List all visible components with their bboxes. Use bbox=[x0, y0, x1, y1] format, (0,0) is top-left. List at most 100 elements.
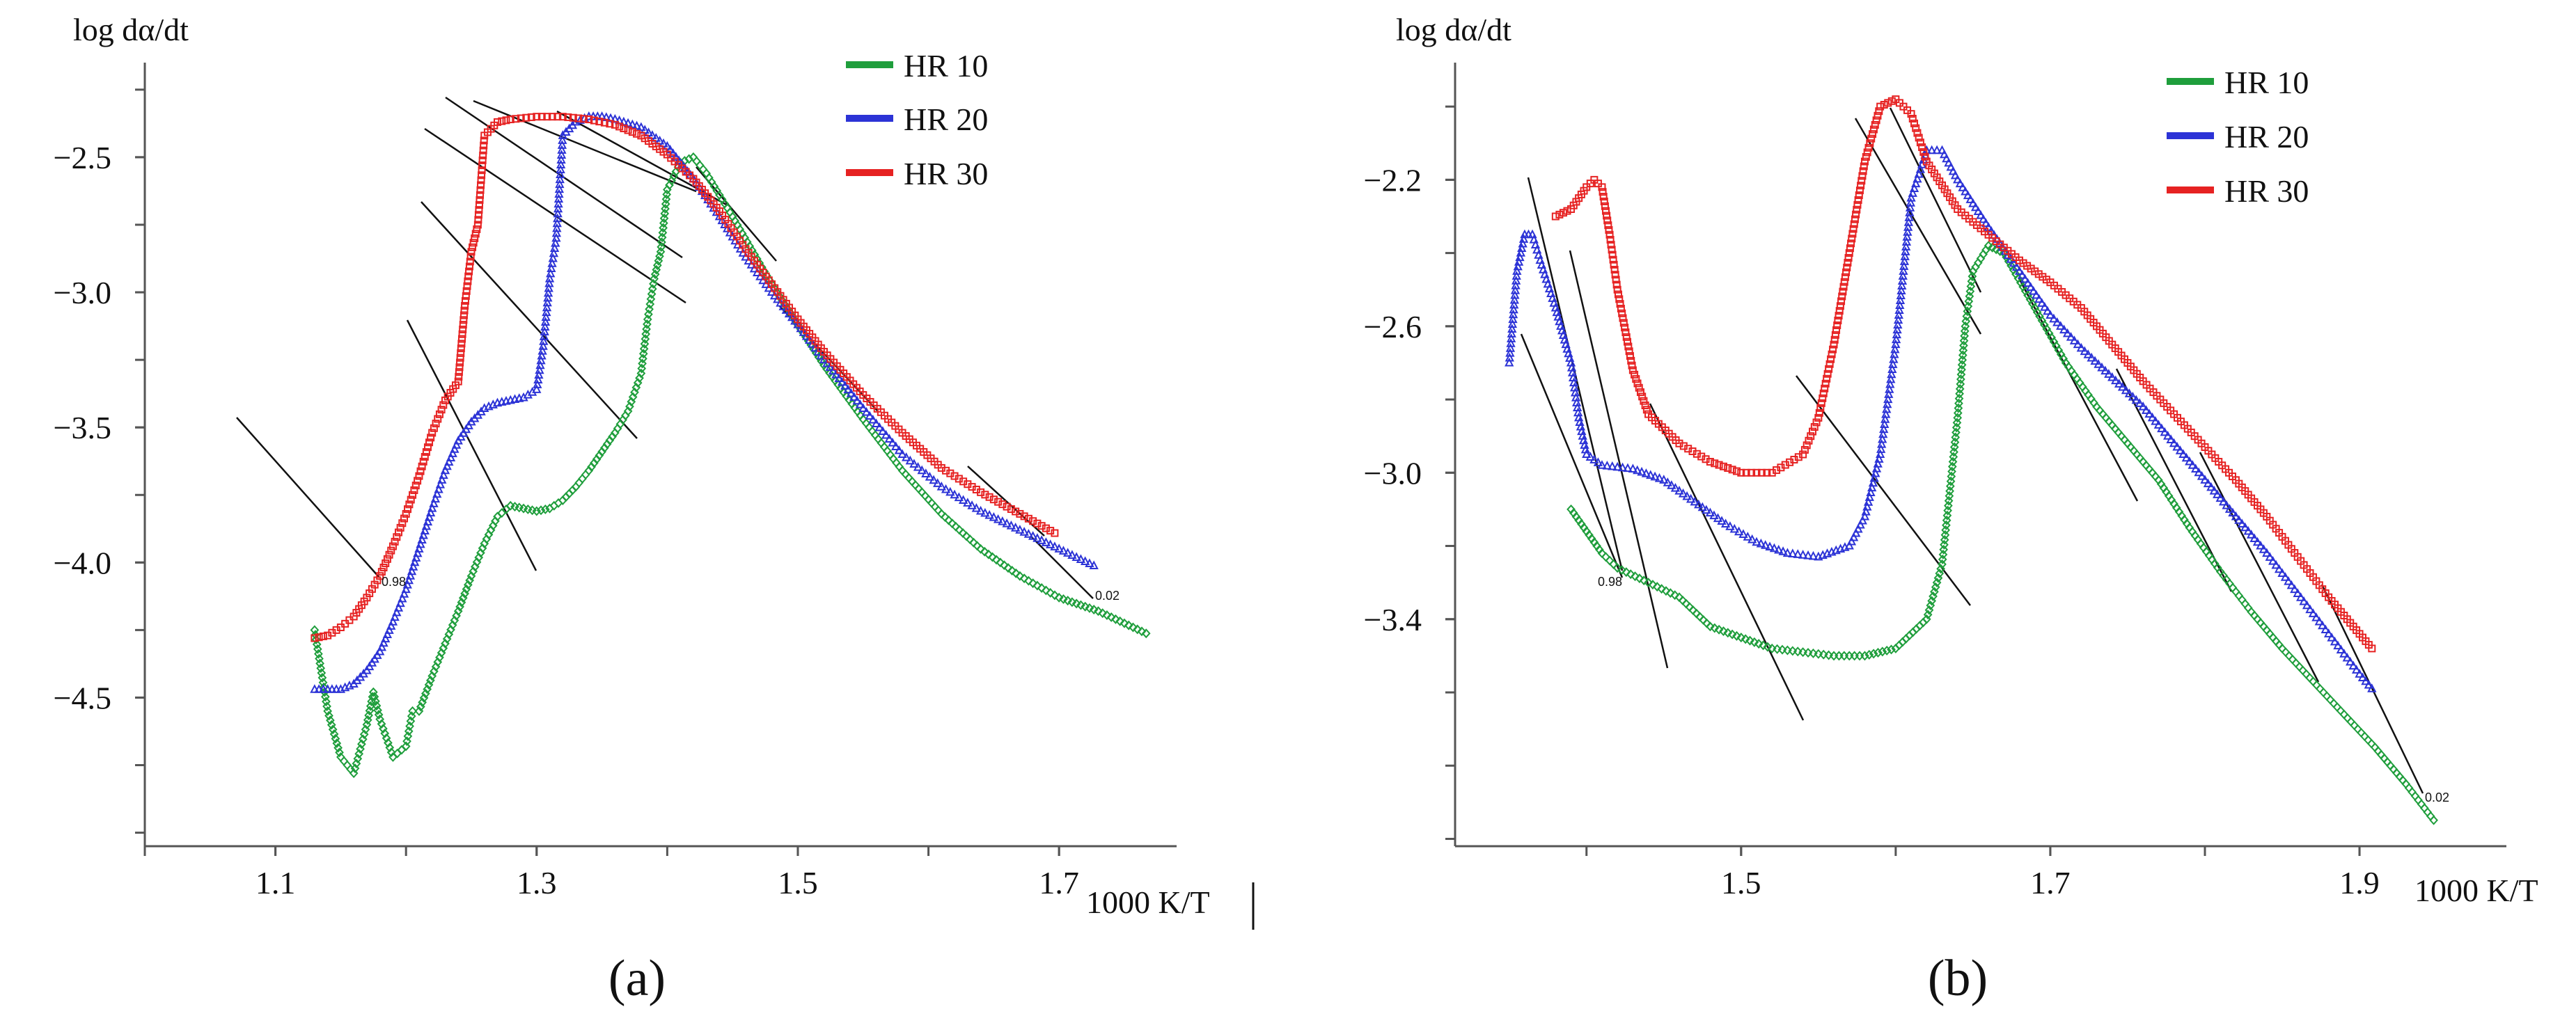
data-point-a-hr30 bbox=[379, 564, 388, 572]
data-point-a-hr30 bbox=[1003, 502, 1011, 511]
data-point-a-hr10 bbox=[1011, 568, 1021, 578]
data-point-b-hr30 bbox=[1628, 366, 1637, 374]
data-point-b-hr30 bbox=[1757, 468, 1766, 477]
data-point-b-hr20 bbox=[1748, 534, 1757, 543]
data-point-a-hr20 bbox=[407, 566, 417, 576]
data-point-a-hr20 bbox=[878, 426, 888, 435]
data-point-b-hr30 bbox=[1640, 397, 1648, 405]
data-point-a-hr20 bbox=[551, 238, 560, 247]
data-point-a-hr20 bbox=[945, 486, 955, 496]
data-point-b-hr20 bbox=[1880, 419, 1890, 428]
data-point-b-hr30 bbox=[1636, 388, 1644, 397]
data-point-b-hr20 bbox=[2135, 398, 2144, 407]
data-point-a-hr30 bbox=[377, 568, 386, 576]
data-point-a-hr10 bbox=[988, 552, 997, 562]
data-point-b-hr20 bbox=[1886, 374, 1896, 383]
data-point-b-hr20 bbox=[2138, 401, 2148, 411]
data-point-a-hr10 bbox=[1094, 606, 1103, 617]
data-point-a-hr30 bbox=[466, 253, 475, 261]
fit-line-b-4 bbox=[1649, 403, 1805, 721]
data-point-a-hr10 bbox=[1059, 594, 1068, 604]
data-point-a-hr10 bbox=[1015, 571, 1025, 581]
data-point-a-hr20 bbox=[828, 365, 838, 375]
data-point-a-hr30 bbox=[502, 116, 510, 125]
data-point-b-hr20 bbox=[2083, 349, 2093, 358]
data-point-a-hr30 bbox=[458, 330, 466, 338]
data-point-b-hr20 bbox=[1944, 157, 1954, 167]
data-point-a-hr20 bbox=[310, 684, 320, 693]
data-point-a-hr30 bbox=[606, 120, 614, 128]
data-point-b-hr20 bbox=[2059, 324, 2069, 334]
data-point-a-hr30 bbox=[311, 634, 319, 642]
data-point-a-hr10 bbox=[637, 363, 647, 374]
data-point-a-hr30 bbox=[476, 196, 484, 204]
data-point-a-hr30 bbox=[435, 410, 443, 418]
data-point-a-hr10 bbox=[1076, 600, 1085, 610]
data-point-b-hr10 bbox=[1960, 331, 1969, 341]
data-point-b-hr20 bbox=[1743, 532, 1752, 541]
data-point-a-hr30 bbox=[418, 462, 426, 470]
x-tick-label-b-2: 1.9 bbox=[2339, 865, 2380, 900]
data-point-a-hr20 bbox=[398, 593, 407, 603]
data-point-a-hr20 bbox=[712, 207, 721, 216]
data-point-b-hr10 bbox=[1942, 510, 1952, 521]
data-point-b-hr20 bbox=[1844, 540, 1854, 550]
data-point-a-hr20 bbox=[553, 193, 564, 203]
data-point-a-hr30 bbox=[512, 115, 520, 123]
data-point-a-hr20 bbox=[327, 684, 337, 693]
data-point-b-hr30 bbox=[1849, 225, 1858, 233]
data-point-b-hr20 bbox=[1765, 541, 1775, 551]
data-point-b-hr10 bbox=[1967, 276, 1977, 287]
data-point-a-hr30 bbox=[569, 113, 577, 122]
data-point-b-hr10 bbox=[1946, 476, 1956, 486]
data-point-b-hr20 bbox=[1879, 424, 1889, 434]
data-point-b-hr30 bbox=[1910, 119, 1919, 127]
data-point-a-hr30 bbox=[464, 277, 472, 285]
data-point-b-hr20 bbox=[1602, 461, 1612, 470]
data-point-b-hr20 bbox=[2351, 665, 2362, 674]
data-point-b-hr10 bbox=[1814, 649, 1823, 659]
data-point-b-hr20 bbox=[1702, 505, 1711, 514]
data-point-a-hr20 bbox=[553, 208, 563, 218]
data-point-b-hr30 bbox=[2368, 644, 2376, 653]
data-point-b-hr20 bbox=[1518, 238, 1527, 248]
data-point-b-hr20 bbox=[1705, 507, 1715, 517]
data-point-b-hr10 bbox=[1938, 549, 1948, 559]
data-point-a-hr20 bbox=[437, 475, 447, 484]
data-point-b-hr20 bbox=[2314, 616, 2324, 626]
data-point-a-hr30 bbox=[423, 443, 432, 452]
data-point-b-hr30 bbox=[1828, 350, 1836, 358]
data-point-b-hr20 bbox=[1881, 408, 1891, 418]
data-point-a-hr20 bbox=[834, 373, 844, 382]
data-point-b-hr20 bbox=[1894, 305, 1904, 315]
data-point-a-hr10 bbox=[386, 747, 396, 758]
data-point-a-hr30 bbox=[416, 467, 425, 475]
data-point-a-hr10 bbox=[536, 505, 546, 516]
data-point-a-hr10 bbox=[647, 284, 657, 294]
data-point-b-hr20 bbox=[1509, 294, 1519, 304]
data-point-b-hr20 bbox=[1853, 523, 1863, 533]
y-axis-title-a: log dα/dt bbox=[73, 12, 189, 47]
data-point-a-hr10 bbox=[316, 663, 326, 674]
data-point-a-hr20 bbox=[546, 268, 556, 278]
data-point-b-hr20 bbox=[2147, 412, 2158, 422]
data-point-a-hr10 bbox=[1085, 603, 1094, 613]
data-point-b-hr10 bbox=[1670, 590, 1679, 601]
data-point-a-hr10 bbox=[1003, 563, 1013, 573]
data-point-a-hr20 bbox=[971, 503, 982, 512]
data-point-b-hr20 bbox=[1869, 473, 1879, 482]
data-point-b-hr10 bbox=[1665, 588, 1675, 598]
data-point-b-hr20 bbox=[2128, 391, 2138, 401]
data-point-a-hr20 bbox=[555, 179, 565, 189]
data-point-b-hr10 bbox=[1798, 647, 1807, 658]
data-point-b-hr10 bbox=[1955, 383, 1965, 394]
data-point-b-hr20 bbox=[1902, 232, 1912, 241]
data-point-a-hr30 bbox=[977, 488, 985, 496]
data-point-b-hr10 bbox=[1869, 649, 1878, 659]
data-point-b-hr20 bbox=[2203, 478, 2213, 488]
data-point-b-hr20 bbox=[1889, 354, 1899, 363]
data-point-a-hr30 bbox=[1051, 529, 1059, 537]
data-point-b-hr30 bbox=[1835, 307, 1844, 315]
data-point-a-hr20 bbox=[958, 495, 968, 505]
data-point-b-hr20 bbox=[2090, 356, 2100, 365]
